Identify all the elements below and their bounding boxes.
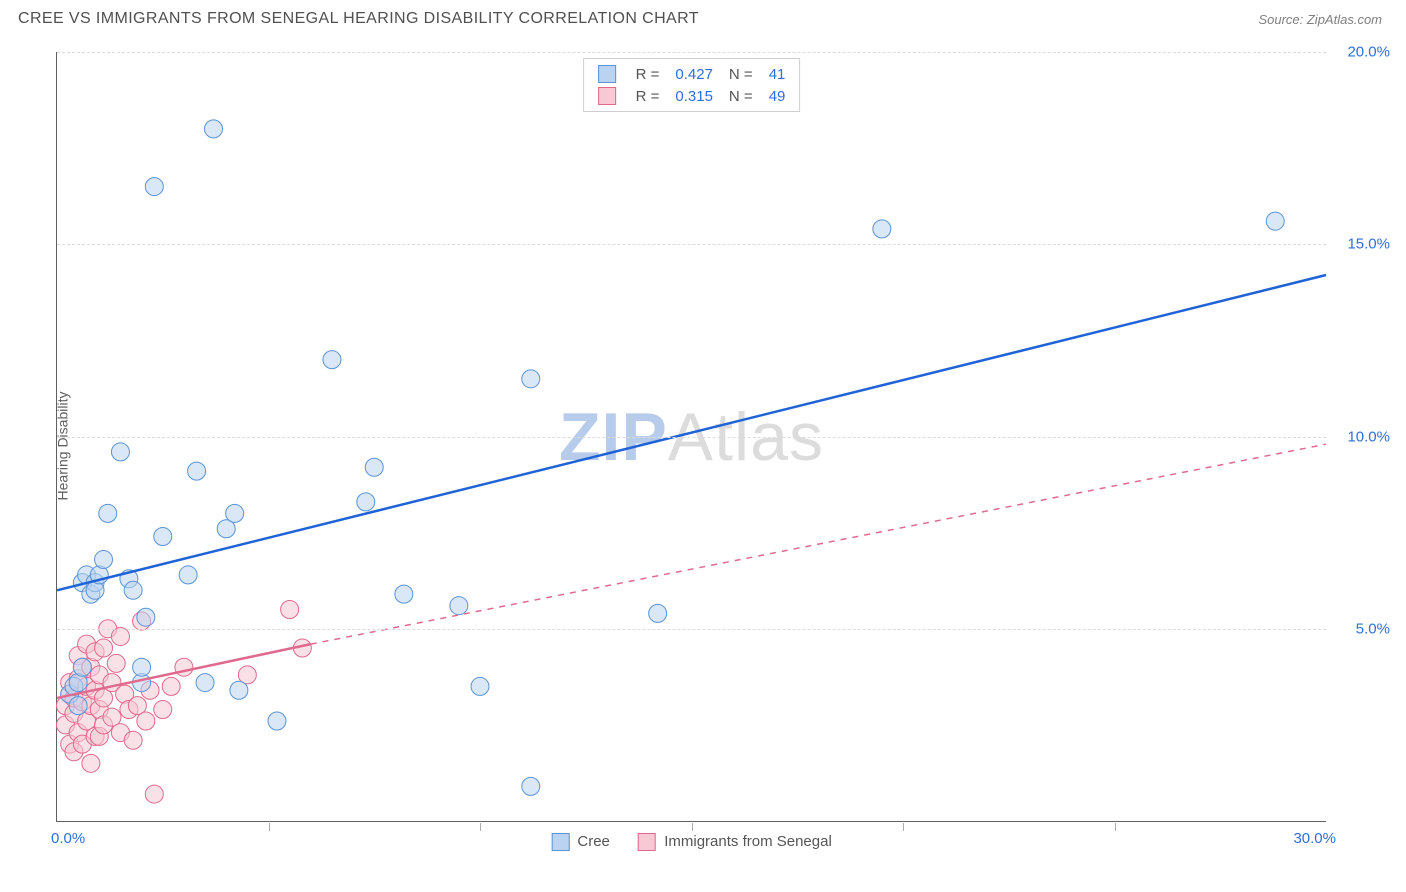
point-cree (649, 604, 667, 622)
swatch-senegal (598, 87, 616, 105)
point-cree (522, 370, 540, 388)
x-tick (903, 823, 904, 831)
x-tick (692, 823, 693, 831)
point-cree (205, 120, 223, 138)
point-senegal (82, 754, 100, 772)
point-cree (133, 658, 151, 676)
x-axis-origin-label: 0.0% (51, 830, 85, 847)
source-attribution: Source: ZipAtlas.com (1258, 12, 1382, 27)
legend-row-senegal: R = 0.315 N = 49 (590, 85, 794, 107)
point-cree (154, 527, 172, 545)
point-cree (137, 608, 155, 626)
y-tick-label: 5.0% (1356, 620, 1390, 637)
point-cree (124, 581, 142, 599)
trendline-cree (57, 275, 1326, 590)
x-axis-max-label: 30.0% (1293, 830, 1336, 847)
swatch-senegal-icon (638, 833, 656, 851)
point-cree (395, 585, 413, 603)
x-tick (269, 823, 270, 831)
point-cree (188, 462, 206, 480)
series-label-senegal: Immigrants from Senegal (664, 833, 832, 850)
point-cree (196, 674, 214, 692)
gridline (57, 52, 1326, 53)
point-cree (69, 697, 87, 715)
point-senegal (111, 627, 129, 645)
x-tick (1115, 823, 1116, 831)
gridline (57, 629, 1326, 630)
gridline (57, 244, 1326, 245)
point-senegal (137, 712, 155, 730)
point-cree (111, 443, 129, 461)
y-tick-label: 10.0% (1347, 428, 1390, 445)
point-senegal (154, 700, 172, 718)
point-senegal (95, 639, 113, 657)
point-cree (268, 712, 286, 730)
point-cree (1266, 212, 1284, 230)
point-cree (230, 681, 248, 699)
point-senegal (107, 654, 125, 672)
point-cree (450, 597, 468, 615)
correlation-legend: R = 0.427 N = 41 R = 0.315 N = 49 (583, 58, 801, 112)
gridline (57, 437, 1326, 438)
point-cree (365, 458, 383, 476)
series-legend: Cree Immigrants from Senegal (539, 833, 844, 851)
y-tick-label: 20.0% (1347, 44, 1390, 61)
point-cree (323, 351, 341, 369)
point-senegal (281, 601, 299, 619)
y-tick-label: 15.0% (1347, 236, 1390, 253)
point-senegal (124, 731, 142, 749)
point-cree (873, 220, 891, 238)
point-senegal (162, 677, 180, 695)
point-senegal (145, 785, 163, 803)
point-cree (522, 777, 540, 795)
point-cree (95, 551, 113, 569)
point-cree (357, 493, 375, 511)
point-cree (73, 658, 91, 676)
point-cree (471, 677, 489, 695)
point-cree (226, 504, 244, 522)
series-label-cree: Cree (577, 833, 610, 850)
swatch-cree (598, 65, 616, 83)
legend-row-cree: R = 0.427 N = 41 (590, 63, 794, 85)
x-tick (480, 823, 481, 831)
swatch-cree-icon (551, 833, 569, 851)
chart-plot-area: ZIPAtlas R = 0.427 N = 41 R = 0.315 N = … (56, 52, 1326, 822)
point-cree (99, 504, 117, 522)
chart-title: CREE VS IMMIGRANTS FROM SENEGAL HEARING … (18, 10, 699, 28)
point-cree (179, 566, 197, 584)
point-cree (145, 178, 163, 196)
